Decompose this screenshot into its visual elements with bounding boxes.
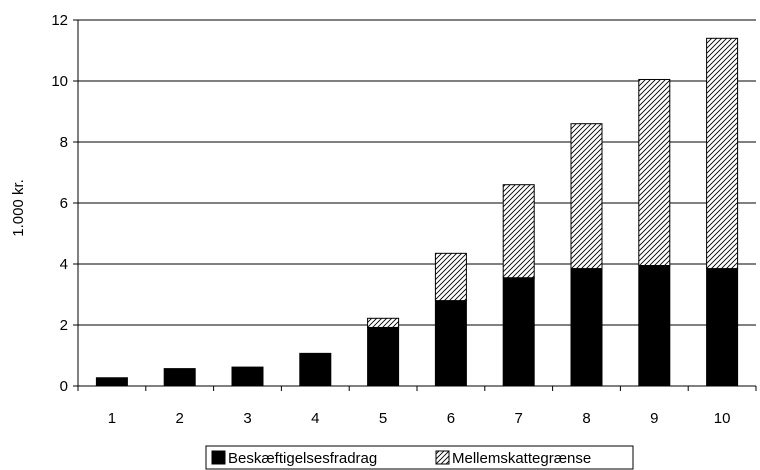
- bar-beskaeftigelsesfradrag: [434, 300, 467, 387]
- x-tick-label: 3: [243, 410, 251, 427]
- bar-beskaeftigelsesfradrag: [570, 268, 603, 387]
- legend-swatch: [435, 450, 450, 465]
- x-tick-label: 6: [447, 410, 455, 427]
- bar-mellemskattegraense: [570, 123, 603, 270]
- x-tick-label: 1: [108, 410, 116, 427]
- bar-mellemskattegraense: [706, 37, 739, 270]
- y-tick-label: 4: [60, 256, 68, 273]
- legend-label: Mellemskattegrænse: [452, 450, 591, 467]
- x-tick-label: 4: [311, 410, 319, 427]
- x-tick-label: 8: [582, 410, 590, 427]
- y-tick-label: 0: [60, 378, 68, 395]
- bar-mellemskattegraense: [638, 78, 671, 267]
- bar-beskaeftigelsesfradrag: [638, 265, 671, 387]
- x-tick-label: 5: [379, 410, 387, 427]
- y-tick-label: 10: [51, 73, 68, 90]
- bar-mellemskattegraense: [434, 252, 467, 302]
- legend-swatch: [211, 450, 226, 465]
- bar-beskaeftigelsesfradrag: [502, 277, 535, 387]
- bars: [95, 37, 739, 387]
- axes: [73, 19, 757, 391]
- legend-box: [205, 445, 634, 470]
- bar-beskaeftigelsesfradrag: [163, 368, 196, 387]
- y-tick-label: 8: [60, 134, 68, 151]
- bar-beskaeftigelsesfradrag: [706, 268, 739, 387]
- bar-mellemskattegraense: [502, 184, 535, 279]
- x-tick-label: 7: [515, 410, 523, 427]
- y-tick-label: 6: [60, 195, 68, 212]
- x-tick-label: 2: [176, 410, 184, 427]
- bar-beskaeftigelsesfradrag: [367, 326, 400, 387]
- legend-label: Beskæftigelsesfradrag: [228, 450, 377, 467]
- bar-beskaeftigelsesfradrag: [231, 366, 264, 387]
- y-tick-label: 12: [51, 12, 68, 29]
- bar-beskaeftigelsesfradrag: [95, 377, 128, 387]
- bar-beskaeftigelsesfradrag: [299, 352, 332, 387]
- x-tick-label: 9: [650, 410, 658, 427]
- legend: Beskæftigelsesfradrag Mellemskattegrænse: [205, 445, 634, 470]
- bar-mellemskattegraense: [367, 317, 400, 328]
- y-axis-title: 1.000 kr.: [10, 179, 27, 237]
- y-tick-label: 2: [60, 317, 68, 334]
- x-tick-label: 10: [714, 410, 731, 427]
